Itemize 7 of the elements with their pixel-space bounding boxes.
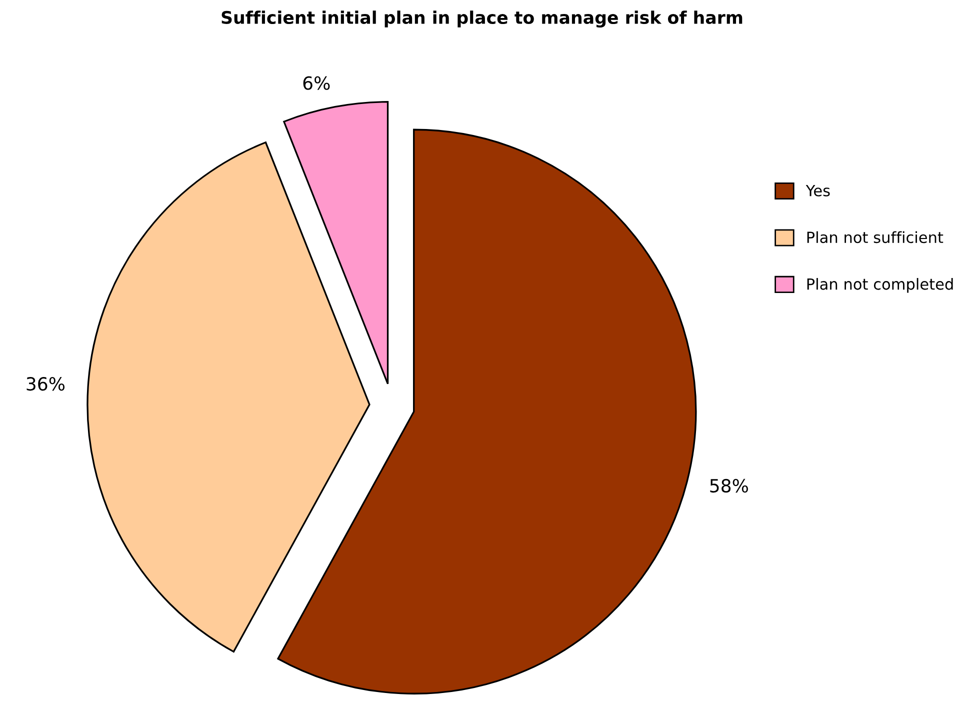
legend-label: Yes <box>806 185 830 196</box>
legend-label: Plan not completed <box>807 278 953 293</box>
legend-label: Plan not sufficient <box>807 231 944 244</box>
data-label: 36% <box>26 377 65 391</box>
chart-title: Sufficient initial plan in place to manage risk of harm <box>222 10 742 28</box>
data-label: 6% <box>303 76 330 90</box>
data-label: 58% <box>710 478 748 493</box>
